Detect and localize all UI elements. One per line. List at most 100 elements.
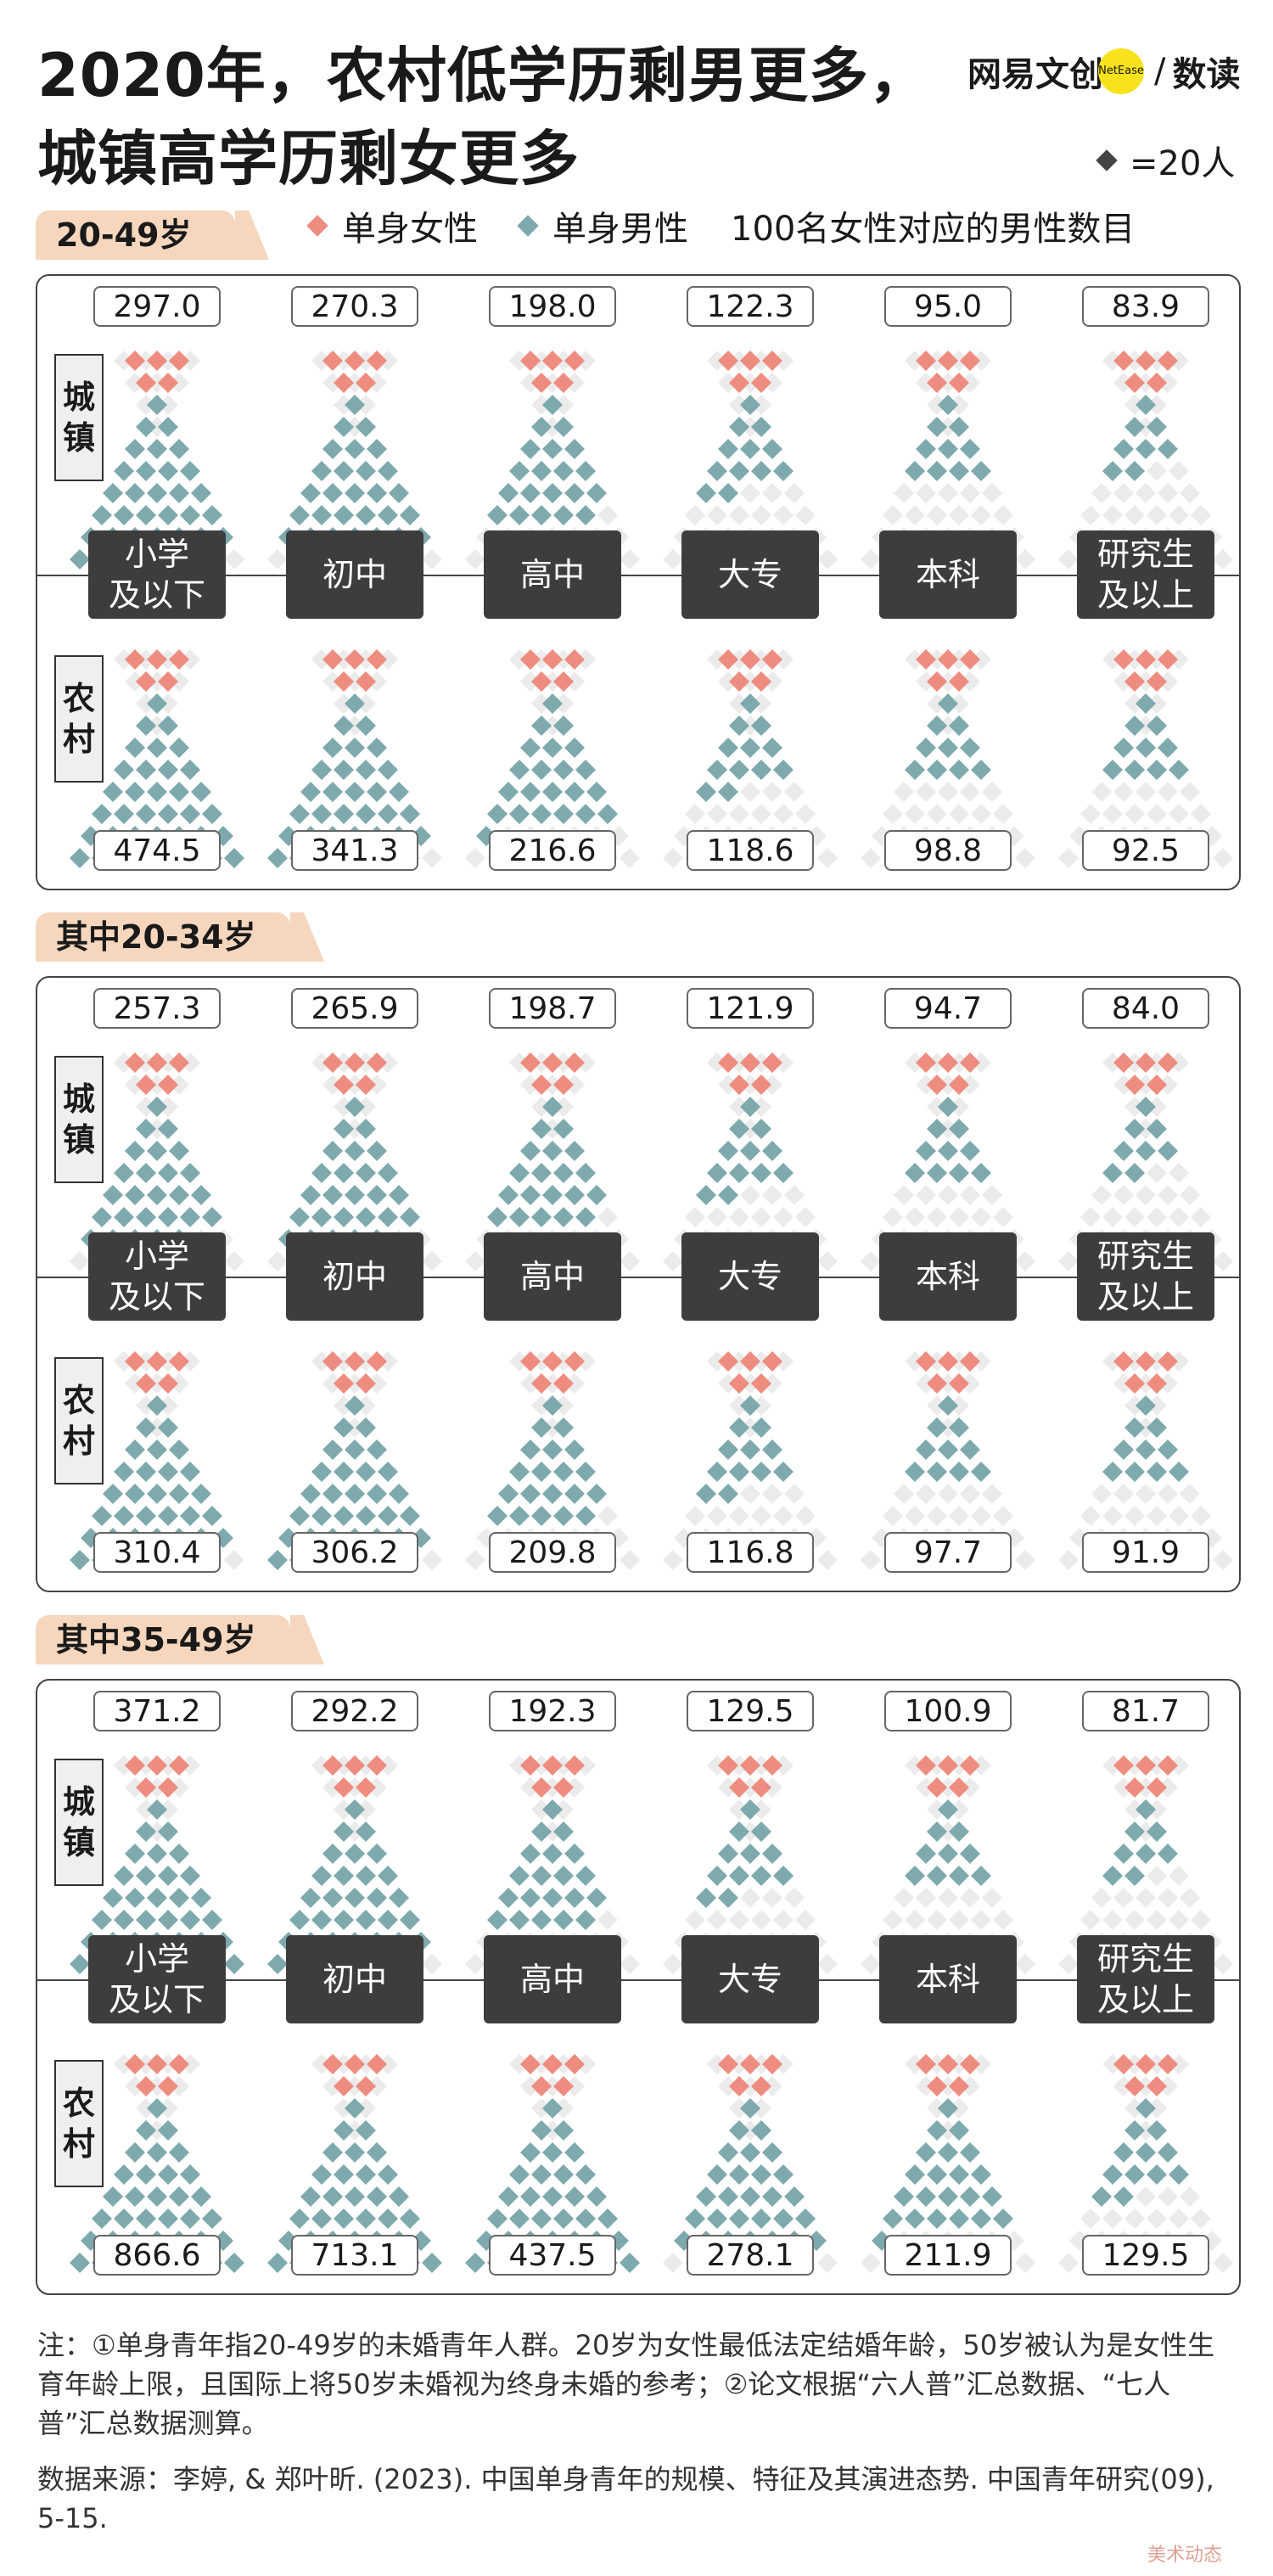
rural-bg-cell xyxy=(509,649,530,670)
urban-male-cell xyxy=(300,1888,321,1908)
rural-male-cell xyxy=(356,2120,376,2141)
rural-male-cell xyxy=(938,1440,958,1460)
category-label: 高中 xyxy=(484,1232,621,1321)
rural-female-cell xyxy=(136,1373,156,1394)
rural-bg-cell xyxy=(751,2098,771,2119)
urban-female-cell xyxy=(1147,1777,1167,1798)
rural-value-label: 306.2 xyxy=(291,1532,418,1573)
urban-bg-cell xyxy=(1124,395,1145,415)
urban-bg-cell xyxy=(345,1821,365,1842)
rural-male-cell xyxy=(1147,1417,1167,1438)
urban-male-cell xyxy=(938,439,958,459)
urban-bg-cell xyxy=(1191,505,1211,525)
rural-male-cell xyxy=(267,2253,288,2273)
rural-male-cell xyxy=(487,1506,508,1526)
rural-bg-cell xyxy=(949,693,969,714)
urban-male-cell xyxy=(334,1207,354,1227)
urban-bg-cell xyxy=(1124,1207,1145,1227)
urban-male-cell xyxy=(531,1821,552,1842)
rural-female-cell xyxy=(158,671,178,692)
urban-male-cell xyxy=(202,505,222,525)
rural-male-cell xyxy=(158,2164,178,2185)
urban-bg-cell xyxy=(1180,483,1200,503)
urban-bg-cell xyxy=(334,395,354,415)
rural-male-cell xyxy=(158,2120,178,2141)
rural-value-label: 91.9 xyxy=(1082,1532,1209,1573)
rural-male-cell xyxy=(158,2208,178,2229)
urban-male-cell xyxy=(927,461,947,481)
rural-male-cell xyxy=(191,782,211,802)
rural-male-cell xyxy=(202,1506,222,1526)
urban-male-cell xyxy=(300,483,321,503)
urban-male-cell xyxy=(169,483,189,503)
rural-bg-cell xyxy=(938,1484,958,1504)
rural-bg-cell xyxy=(949,2054,969,2074)
rural-female-cell xyxy=(960,2054,980,2074)
urban-male-cell xyxy=(575,1163,596,1183)
urban-bg-cell xyxy=(422,1954,442,1974)
rural-female-cell xyxy=(729,2076,749,2096)
rural-male-cell xyxy=(938,738,958,758)
urban-bg-cell xyxy=(971,351,991,371)
rural-male-cell xyxy=(531,1462,552,1482)
rural-male-cell xyxy=(267,848,288,868)
brand-left: 网易 xyxy=(967,55,1035,94)
rural-male-cell xyxy=(125,2142,145,2163)
category-label-line1: 初中 xyxy=(322,556,387,593)
urban-bg-cell xyxy=(1113,1888,1134,1908)
urban-bg-cell xyxy=(707,1207,727,1227)
rural-bg-cell xyxy=(1169,2208,1189,2229)
rural-male-cell xyxy=(224,848,244,868)
rural-bg-cell xyxy=(136,649,156,670)
urban-male-cell xyxy=(553,417,574,437)
urban-bg-cell xyxy=(356,395,376,415)
urban-female-cell xyxy=(740,351,760,371)
urban-value-label: 122.3 xyxy=(687,286,814,327)
rural-bg-cell xyxy=(345,1373,365,1394)
rural-bg-cell xyxy=(1136,782,1156,802)
male-diamond-icon xyxy=(517,215,539,237)
urban-bg-cell xyxy=(553,1052,574,1073)
category-label: 高中 xyxy=(484,530,621,619)
urban-male-cell xyxy=(927,1866,947,1886)
rural-bg-cell xyxy=(685,1506,705,1526)
rural-male-cell xyxy=(927,716,947,736)
side-label-urban: 城镇 xyxy=(54,1759,104,1886)
rural-male-cell xyxy=(509,804,530,824)
urban-bg-cell xyxy=(1136,373,1156,393)
urban-male-cell xyxy=(542,1185,563,1205)
rural-value-label: 310.4 xyxy=(93,1532,221,1573)
rural-bg-cell xyxy=(147,2120,167,2141)
rural-bg-cell xyxy=(1015,2253,1035,2273)
urban-bg-cell xyxy=(1169,505,1189,525)
rural-male-cell xyxy=(202,804,222,824)
urban-bg-cell xyxy=(520,373,541,393)
urban-male-cell xyxy=(114,1910,134,1930)
urban-bg-cell xyxy=(927,1207,947,1227)
rural-bg-cell xyxy=(795,1506,816,1526)
rural-bg-cell xyxy=(707,2054,727,2074)
urban-male-cell xyxy=(322,483,343,503)
rural-bg-cell xyxy=(894,782,914,802)
urban-female-cell xyxy=(564,351,585,371)
urban-bg-cell xyxy=(158,395,178,415)
urban-female-cell xyxy=(345,1755,365,1776)
rural-female-cell xyxy=(1124,2076,1145,2096)
rural-male-cell xyxy=(1102,2164,1123,2185)
urban-bg-cell xyxy=(378,351,398,371)
rural-bg-cell xyxy=(773,2054,794,2074)
urban-male-cell xyxy=(334,1910,354,1930)
urban-bg-cell xyxy=(597,505,618,525)
urban-male-cell xyxy=(169,1844,189,1864)
rural-bg-cell xyxy=(158,693,178,714)
urban-male-cell xyxy=(158,417,178,437)
rural-bg-cell xyxy=(729,2098,749,2119)
urban-bg-cell xyxy=(1015,1954,1035,1974)
rural-bg-cell xyxy=(1102,2208,1123,2229)
rural-bg-cell xyxy=(1015,1550,1035,1570)
rural-bg-cell xyxy=(1147,693,1167,714)
urban-male-cell xyxy=(367,1141,387,1161)
category-label: 研究生 及以上 xyxy=(1077,530,1214,619)
rural-male-cell xyxy=(542,1440,563,1460)
urban-male-cell xyxy=(147,1141,167,1161)
